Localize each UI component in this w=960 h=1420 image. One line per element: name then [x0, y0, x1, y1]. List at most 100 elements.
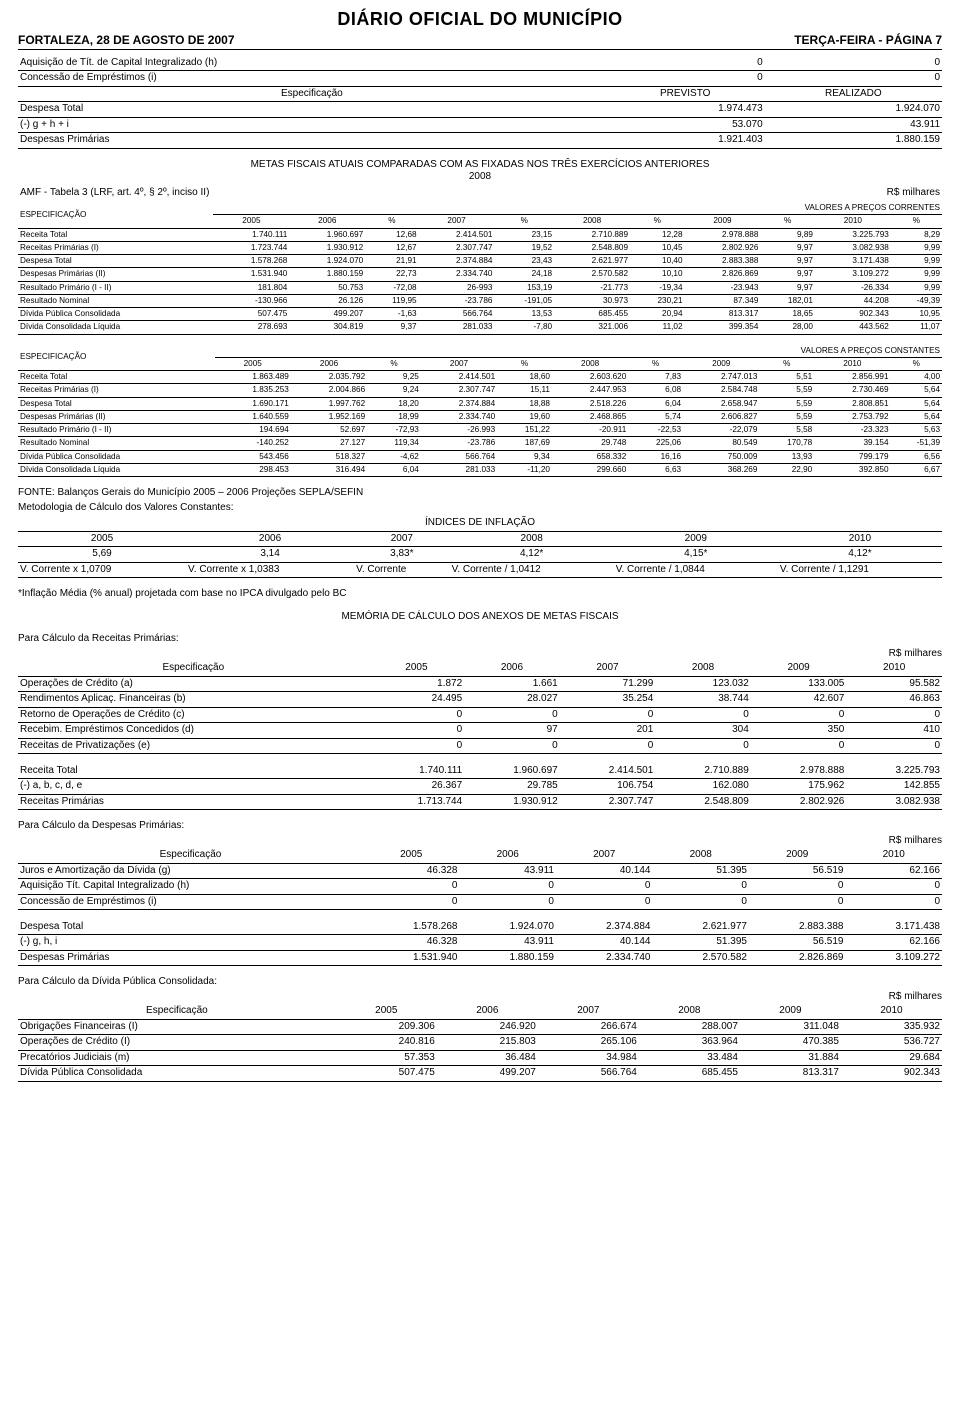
year-header: 2009: [740, 1004, 841, 1019]
table-row: Recebim. Empréstimos Concedidos (d): [18, 723, 369, 739]
year-cell: 2008: [450, 531, 614, 547]
table-row: Receitas de Privatizações (e): [18, 738, 369, 754]
year-header: 2007: [560, 661, 656, 676]
year-header: 2005: [215, 357, 291, 370]
year-header: 2008: [552, 357, 628, 370]
year-cell: 2009: [614, 531, 778, 547]
year-header: %: [367, 357, 421, 370]
corr-cell: V. Corrente x 1,0383: [186, 562, 354, 578]
table-row: Despesa Total: [18, 102, 606, 118]
year-header: 2006: [289, 215, 365, 228]
spec-header: Especificação: [18, 661, 369, 676]
amf-line: AMF - Tabela 3 (LRF, art. 4º, § 2º, inci…: [18, 186, 942, 201]
year-header: 2010: [815, 215, 891, 228]
table-row: (-) g + h + i: [18, 117, 606, 133]
table-row: Despesa Total: [18, 920, 363, 935]
table-row: Dívida Pública Consolidada: [18, 450, 215, 463]
year-header: 2009: [749, 848, 846, 863]
table-row: Receitas Primárias (I): [18, 241, 213, 254]
year-header: 2006: [464, 661, 560, 676]
year-header: %: [891, 215, 942, 228]
year-header: %: [760, 215, 815, 228]
year-header: 2006: [291, 357, 367, 370]
spec-header: Especificação: [18, 848, 363, 863]
table-row: Operações de Crédito (a): [18, 676, 369, 692]
year-header: 2007: [419, 215, 495, 228]
header-right: TERÇA-FEIRA - PÁGINA 7: [794, 33, 942, 48]
unit-2: R$ milhares: [18, 835, 942, 848]
table-row: Receitas Primárias: [18, 794, 369, 810]
table-row: Operações de Crédito (I): [18, 1035, 336, 1051]
corr-cell: V. Corrente: [354, 562, 450, 578]
value-cell: 3,14: [186, 547, 354, 563]
year-header: 2005: [369, 661, 465, 676]
year-header: 2006: [459, 848, 556, 863]
table-row: Retorno de Operações de Crédito (c): [18, 707, 369, 723]
value-cell: 4,12*: [450, 547, 614, 563]
table-row: (-) g, h, i: [18, 935, 363, 951]
table-row: (-) a, b, c, d, e: [18, 779, 369, 795]
year-header: 2008: [652, 848, 749, 863]
year-header: %: [630, 215, 685, 228]
spec-header: Especificação: [18, 86, 606, 102]
year-header: 2008: [639, 1004, 740, 1019]
header-bar: FORTALEZA, 28 DE AGOSTO DE 2007 TERÇA-FE…: [18, 33, 942, 50]
spec-header: Especificação: [18, 1004, 336, 1019]
amf-left: AMF - Tabela 3 (LRF, art. 4º, § 2º, inci…: [18, 186, 731, 201]
table-row: Despesa Total: [18, 255, 213, 268]
unit-1: R$ milhares: [18, 648, 942, 661]
table-row: Concessão de Empréstimos (i): [18, 894, 363, 910]
table-row: Aquisição de Tít. de Capital Integraliza…: [18, 56, 606, 71]
year-header: 2005: [363, 848, 460, 863]
table-row: Dívida Consolidada Líquida: [18, 321, 213, 334]
masthead-title: DIÁRIO OFICIAL DO MUNICÍPIO: [18, 8, 942, 31]
valores-correntes-table: ESPECIFICAÇÃOVALORES A PREÇOS CORRENTES2…: [18, 202, 942, 335]
receitas-title: Para Cálculo da Receitas Primárias:: [18, 633, 942, 646]
table-row: Dívida Pública Consolidada: [18, 1066, 336, 1082]
table-row: Dívida Pública Consolidada: [18, 308, 213, 321]
inflacao-note: *Inflação Média (% anual) projetada com …: [18, 588, 942, 601]
year-header: %: [759, 357, 814, 370]
divida-title: Para Cálculo da Dívida Pública Consolida…: [18, 976, 942, 989]
metas-title: METAS FISCAIS ATUAIS COMPARADAS COM AS F…: [18, 159, 942, 184]
table-row: Despesas Primárias: [18, 133, 606, 149]
receitas-table: Especificação200520062007200820092010Ope…: [18, 661, 942, 810]
year-header: 2008: [655, 661, 751, 676]
year-cell: 2007: [354, 531, 450, 547]
year-header: %: [497, 357, 552, 370]
table-row: Despesas Primárias: [18, 950, 363, 966]
top-table: Aquisição de Tít. de Capital Integraliza…: [18, 56, 942, 149]
table-row: Aquisição Tít. Capital Integralizado (h): [18, 879, 363, 895]
table-row: Receita Total: [18, 228, 213, 241]
year-header: 2008: [554, 215, 630, 228]
corr-cell: V. Corrente x 1,0709: [18, 562, 186, 578]
table-row: Resultado Nominal: [18, 294, 213, 307]
fonte-line: FONTE: Balanços Gerais do Município 2005…: [18, 487, 942, 500]
espec-header: ESPECIFICAÇÃO: [18, 202, 213, 228]
table-row: Concessão de Empréstimos (i): [18, 71, 606, 87]
year-header: %: [365, 215, 418, 228]
table-row: Obrigações Financeiras (I): [18, 1019, 336, 1035]
table-row: Receita Total: [18, 764, 369, 779]
year-header: 2007: [538, 1004, 639, 1019]
caption: VALORES A PREÇOS CORRENTES: [213, 202, 942, 215]
table-row: Juros e Amortização da Dívida (g): [18, 863, 363, 879]
corr-cell: V. Corrente / 1,1291: [778, 562, 942, 578]
table-row: Rendimentos Aplicaç. Financeiras (b): [18, 692, 369, 708]
divida-table: Especificação200520062007200820092010Obr…: [18, 1004, 942, 1082]
year-header: 2010: [846, 661, 942, 676]
indices-table: ÍNDICES DE INFLAÇÃO200520062007200820092…: [18, 516, 942, 578]
table-row: Dívida Consolidada Líquida: [18, 463, 215, 476]
value-cell: 3,83*: [354, 547, 450, 563]
table-row: Receita Total: [18, 371, 215, 384]
year-header: %: [891, 357, 942, 370]
table-row: Precatórios Judiciais (m): [18, 1050, 336, 1066]
year-header: 2009: [685, 215, 761, 228]
metodologia-line: Metodologia de Cálculo dos Valores Const…: [18, 502, 942, 515]
value-cell: 4,12*: [778, 547, 942, 563]
year-header: 2007: [556, 848, 653, 863]
year-header: %: [628, 357, 683, 370]
year-header: 2010: [814, 357, 890, 370]
table-row: Resultado Primário (I - II): [18, 424, 215, 437]
year-header: 2009: [683, 357, 759, 370]
